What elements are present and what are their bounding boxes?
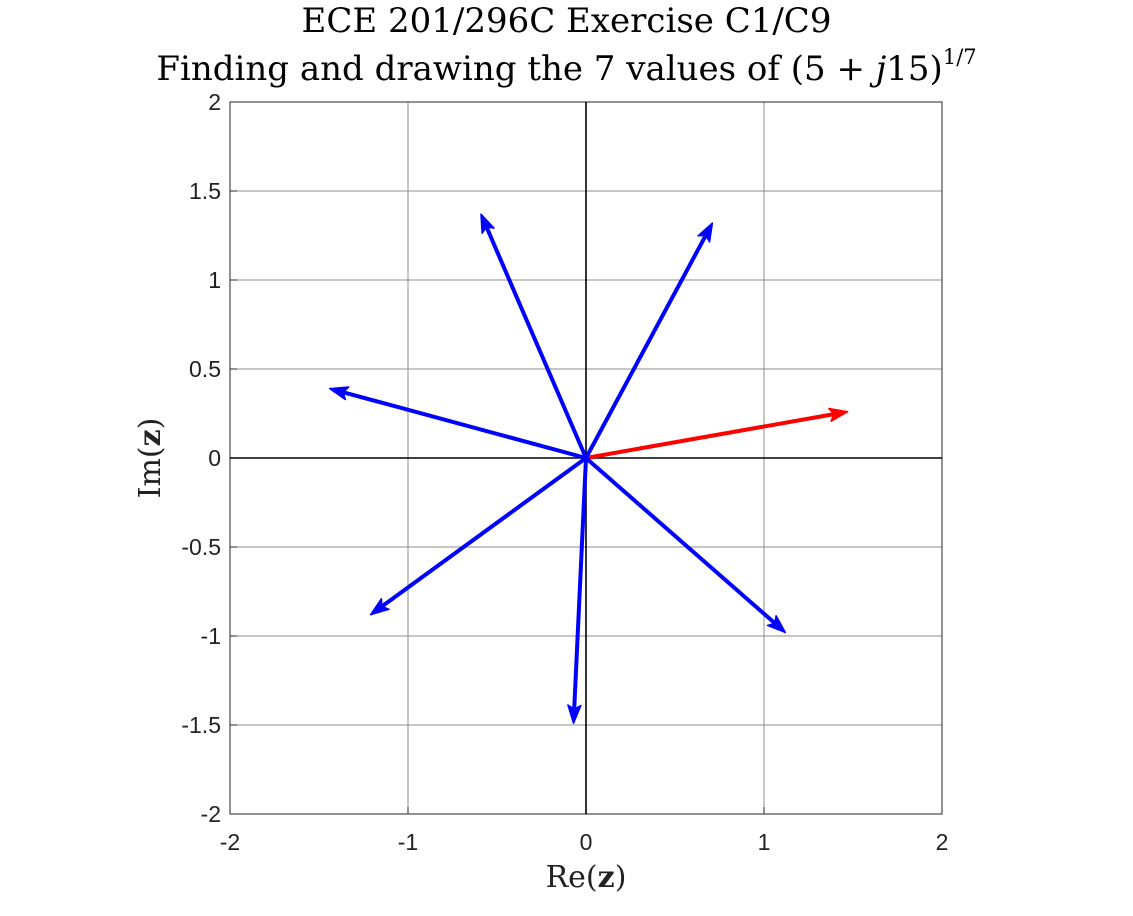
x-tick-label: -1 [398, 829, 418, 855]
vector-arrowhead-6 [766, 614, 787, 634]
vector-line-1 [584, 235, 707, 460]
vector-arrowhead-1 [697, 222, 714, 243]
vectors [328, 213, 849, 724]
y-tick-label: 0.5 [189, 356, 221, 382]
y-tick-label: -0.5 [181, 534, 221, 560]
vector-line-5 [572, 456, 588, 710]
y-axis-label: Im(z) [133, 418, 168, 499]
chart-title-line-1: ECE 201/296C Exercise C1/C9 [301, 1, 832, 41]
y-axis-label-post: ) [133, 418, 168, 430]
x-tick-label: 1 [758, 829, 771, 855]
y-axis-label-pre: Im( [133, 446, 168, 498]
y-tick-label: 1.5 [189, 178, 221, 204]
title-exponent: 1/7 [942, 45, 977, 69]
chart-title-line-2: Finding and drawing the 7 values of (5 +… [0, 45, 1133, 90]
title-mid: 15) [886, 49, 943, 89]
x-axis-label-z: z [598, 860, 615, 895]
x-tick-label: 0 [580, 829, 593, 855]
vector-line-3 [343, 390, 588, 460]
y-tick-label: 1 [208, 267, 221, 293]
vector-arrowhead-3 [328, 386, 350, 401]
vector-arrowhead-0 [828, 407, 849, 423]
vector-line-0 [584, 412, 834, 460]
title-prefix: Finding and drawing the 7 values of (5 + [156, 49, 876, 89]
tick-labels: -2 -1 0 1 2 2 1.5 1 0.5 0 -0.5 -1 -1.5 -2 [181, 89, 948, 855]
vector-arrowhead-4 [369, 598, 390, 616]
vector-arrowhead-2 [480, 213, 495, 234]
x-tick-label: 2 [936, 829, 949, 855]
y-tick-label: -1.5 [181, 712, 221, 738]
x-axis-label-pre: Re( [546, 860, 598, 895]
y-axis-label-z: z [133, 429, 168, 446]
y-tick-label: -1 [201, 623, 221, 649]
y-tick-label: -2 [201, 801, 221, 827]
x-axis-label-post: ) [615, 860, 627, 895]
x-tick-label: -2 [220, 829, 240, 855]
vector-line-4 [381, 456, 588, 608]
title-j: j [875, 49, 887, 89]
vector-arrowhead-5 [567, 704, 582, 724]
vector-line-2 [485, 226, 588, 460]
y-tick-label: 0 [208, 445, 221, 471]
y-tick-label: 2 [208, 89, 221, 115]
x-axis-label: Re(z) [546, 860, 627, 895]
vector-line-6 [584, 456, 776, 624]
